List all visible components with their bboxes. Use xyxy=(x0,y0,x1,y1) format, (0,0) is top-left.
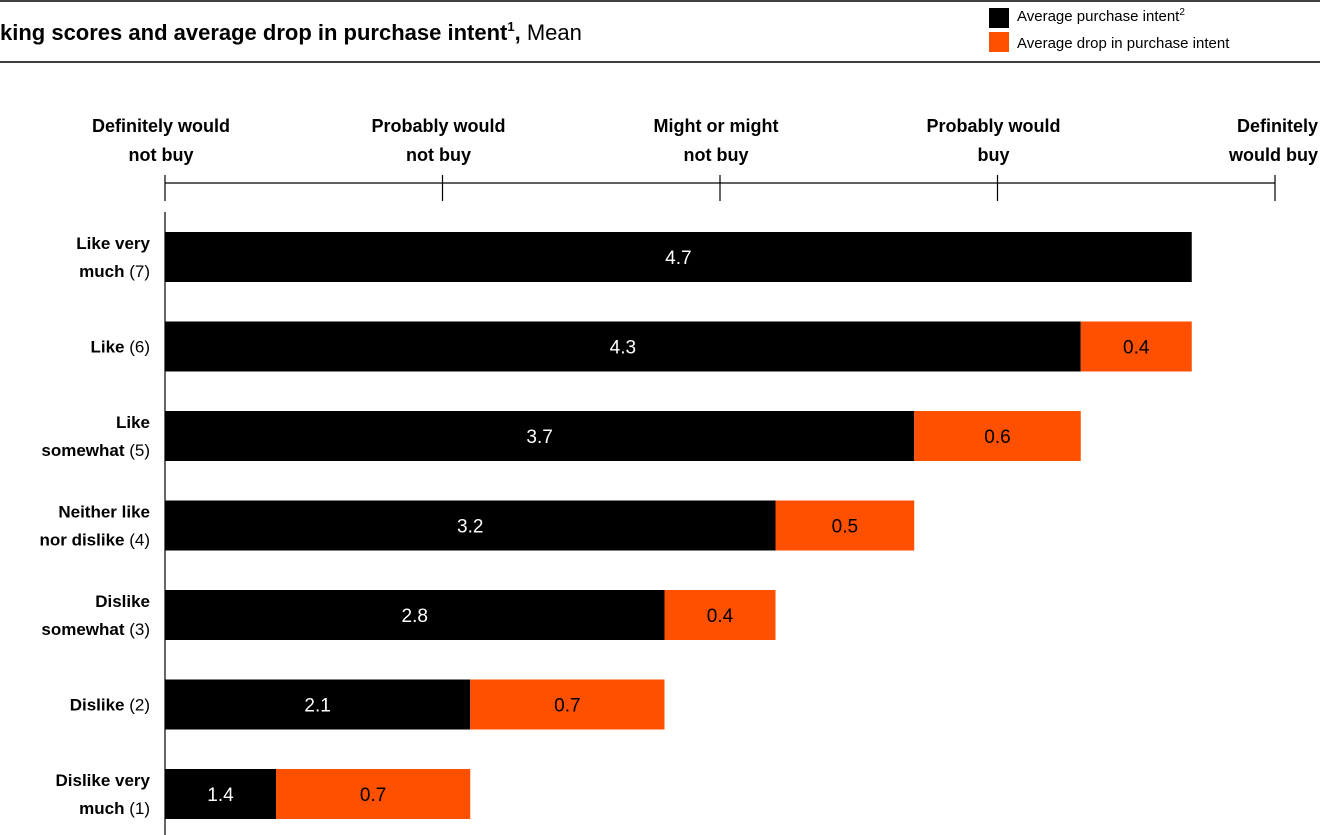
legend-label-drop: Average drop in purchase intent xyxy=(1017,35,1230,52)
data-label-purchase-intent: 2.1 xyxy=(304,696,330,717)
data-label-drop-in-intent: 0.4 xyxy=(707,606,734,627)
scale-label: Probably would buy xyxy=(926,116,1060,165)
data-label-purchase-intent: 1.4 xyxy=(207,785,234,806)
bar-purchase-intent xyxy=(165,590,665,640)
category-label: Like (6) xyxy=(90,338,150,357)
chart-title: king scores and average drop in purchase… xyxy=(0,19,582,45)
data-label-drop-in-intent: 0.5 xyxy=(832,517,858,538)
category-label: Like very much (7) xyxy=(76,234,150,281)
bar-drop-in-intent xyxy=(1080,321,1192,372)
bar-drop-in-intent xyxy=(664,590,776,640)
legend-swatch-intent xyxy=(989,8,1009,28)
category-label: Dislike somewhat (3) xyxy=(41,592,150,639)
data-label-purchase-intent: 3.7 xyxy=(526,427,552,448)
scale-labels: Definitely would not buy Probably would not… xyxy=(92,116,1318,165)
bar-purchase-intent xyxy=(165,232,1192,282)
scale-label: Definitely would not buy xyxy=(92,116,230,165)
category-label: Like somewhat (5) xyxy=(41,413,150,460)
scale-axis xyxy=(164,175,1276,201)
bar-purchase-intent xyxy=(165,411,915,461)
bar-purchase-intent xyxy=(165,679,471,730)
bars: 4.7 4.3 0.4 3.7 0.6 3.2 0.5 2.8 0.4 2.1 0.7 1.4 0.7 xyxy=(165,232,1192,819)
data-label-purchase-intent: 4.7 xyxy=(665,248,691,269)
bar-drop-in-intent xyxy=(914,411,1081,461)
data-label-drop-in-intent: 0.7 xyxy=(554,696,580,717)
data-label-drop-in-intent: 0.6 xyxy=(984,427,1010,448)
bar-drop-in-intent xyxy=(276,769,471,819)
bar-drop-in-intent xyxy=(775,500,915,551)
data-label-purchase-intent: 4.3 xyxy=(610,338,636,359)
bar-purchase-intent xyxy=(165,500,776,551)
category-label: Dislike very much (1) xyxy=(55,771,150,818)
data-label-drop-in-intent: 0.4 xyxy=(1123,338,1150,359)
legend: Average purchase intent2 Average drop in… xyxy=(989,7,1230,52)
bar-drop-in-intent xyxy=(470,679,665,730)
scale-label: Probably would not buy xyxy=(371,116,505,165)
bar-purchase-intent xyxy=(165,321,1081,372)
category-label: Dislike (2) xyxy=(70,696,150,715)
category-label: Neither like nor dislike (4) xyxy=(39,503,150,550)
legend-swatch-drop xyxy=(989,32,1009,52)
scale-label: Definitely would buy xyxy=(1228,116,1318,165)
legend-label-intent: Average purchase intent2 xyxy=(1017,7,1185,25)
bar-purchase-intent xyxy=(165,769,276,819)
data-label-purchase-intent: 3.2 xyxy=(457,517,483,538)
scale-label: Might or might not buy xyxy=(654,116,779,165)
data-label-drop-in-intent: 0.7 xyxy=(360,785,386,806)
category-labels: Like very much (7) Like (6) Like somewhat (5… xyxy=(39,234,150,818)
data-label-purchase-intent: 2.8 xyxy=(402,606,428,627)
